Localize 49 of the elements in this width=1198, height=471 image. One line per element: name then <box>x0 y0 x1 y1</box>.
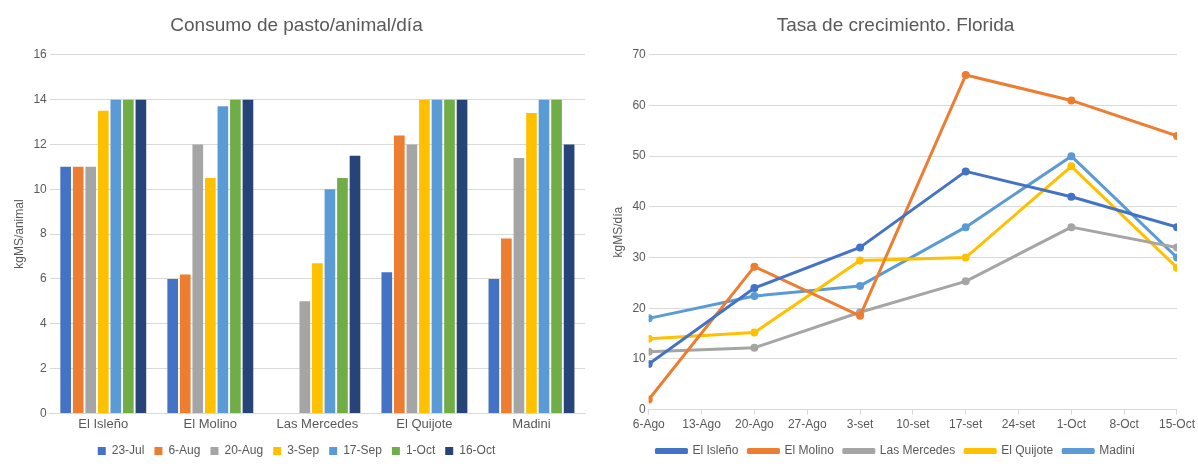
legend-label: El Isleño <box>692 443 739 458</box>
y-tick-label: 14 <box>33 91 48 106</box>
legend-label: 23-Jul <box>111 443 145 458</box>
y-axis-title: kgMS/animal <box>11 199 26 269</box>
legend-label: 20-Aug <box>224 443 264 458</box>
y-axis-title: kgMS/día <box>610 206 625 258</box>
x-tick-label: 10-set <box>896 417 931 432</box>
legend-label: El Quijote <box>1001 443 1054 458</box>
y-tick-label: 70 <box>632 47 647 62</box>
x-tick-label: El Isleño <box>78 415 129 431</box>
x-tick-label: 15-Oct <box>1158 417 1196 432</box>
x-tick-label: 20-Ago <box>735 417 775 432</box>
legend-label: 3-Sep <box>287 443 320 458</box>
y-tick-label: 40 <box>632 199 647 214</box>
y-tick-label: 12 <box>33 136 48 151</box>
x-tick-label: 13-Ago <box>682 417 722 432</box>
y-tick-label: 60 <box>632 97 647 112</box>
y-tick-label: 0 <box>639 401 647 416</box>
y-tick-label: 16 <box>33 47 48 62</box>
x-tick-label: 3-set <box>846 417 875 432</box>
y-tick-label: 50 <box>632 148 647 163</box>
legend-label: 1-Oct <box>405 443 436 458</box>
y-tick-label: 10 <box>632 351 647 366</box>
x-tick-label: 24-set <box>1001 417 1036 432</box>
x-tick-label: 6-Ago <box>632 417 666 432</box>
y-tick-label: 4 <box>40 316 48 331</box>
y-tick-label: 20 <box>632 300 647 315</box>
x-tick-label: 27-Ago <box>787 417 827 432</box>
legend-label: 17-Sep <box>343 443 383 458</box>
x-tick-label: El Molino <box>183 415 238 431</box>
x-tick-label: 17-set <box>949 417 984 432</box>
x-tick-label: El Quijote <box>396 415 453 431</box>
y-tick-label: 8 <box>40 226 48 241</box>
legend-label: 6-Aug <box>168 443 201 458</box>
x-tick-label: 1-Oct <box>1056 417 1087 432</box>
y-tick-label: 30 <box>632 249 647 264</box>
y-tick-label: 10 <box>33 181 48 196</box>
legend-label: 16-Oct <box>459 443 496 458</box>
y-tick-label: 6 <box>40 271 48 286</box>
x-tick-label: Las Mercedes <box>276 415 359 431</box>
legend-label: Las Mercedes <box>879 443 956 458</box>
legend-label: El Molino <box>784 443 835 458</box>
x-tick-label: Madini <box>512 415 551 431</box>
x-tick-label: 8-Oct <box>1109 417 1140 432</box>
y-tick-label: 0 <box>40 405 48 420</box>
chart-title: Consumo de pasto/animal/día <box>170 13 424 35</box>
chart-title: Tasa de crecimiento. Florida <box>776 13 1015 35</box>
legend-label: Madini <box>1099 443 1135 458</box>
y-tick-label: 2 <box>40 360 48 375</box>
